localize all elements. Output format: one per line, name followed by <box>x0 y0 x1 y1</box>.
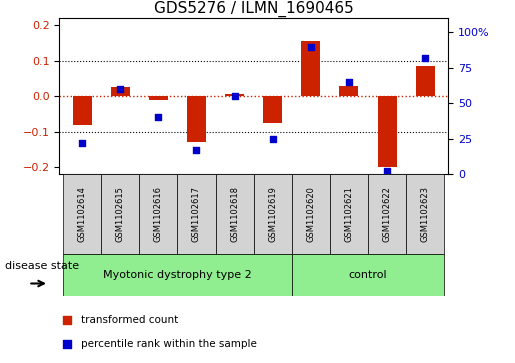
Text: GSM1102618: GSM1102618 <box>230 186 239 242</box>
Bar <box>301 41 320 96</box>
Text: GSM1102622: GSM1102622 <box>383 186 391 242</box>
Title: GDS5276 / ILMN_1690465: GDS5276 / ILMN_1690465 <box>154 1 353 17</box>
Point <box>269 136 277 142</box>
Bar <box>368 174 406 254</box>
Point <box>421 55 430 61</box>
Text: control: control <box>349 270 387 280</box>
Text: transformed count: transformed count <box>81 315 178 325</box>
Bar <box>63 174 101 254</box>
Text: disease state: disease state <box>5 261 79 271</box>
Text: GSM1102620: GSM1102620 <box>306 186 315 242</box>
Bar <box>139 174 177 254</box>
Bar <box>101 174 139 254</box>
Point <box>154 115 162 121</box>
Bar <box>215 174 253 254</box>
Bar <box>416 66 435 96</box>
Bar <box>377 96 397 167</box>
Bar <box>149 96 168 101</box>
Text: GSM1102623: GSM1102623 <box>421 186 430 242</box>
Point <box>192 147 200 153</box>
Text: Myotonic dystrophy type 2: Myotonic dystrophy type 2 <box>103 270 252 280</box>
Point <box>345 79 353 85</box>
Text: GSM1102621: GSM1102621 <box>345 186 353 242</box>
Bar <box>263 96 282 123</box>
Bar <box>253 174 292 254</box>
Bar <box>111 87 130 96</box>
Text: GSM1102616: GSM1102616 <box>154 186 163 242</box>
Bar <box>330 174 368 254</box>
Text: GSM1102615: GSM1102615 <box>116 186 125 242</box>
Bar <box>187 96 206 142</box>
Text: percentile rank within the sample: percentile rank within the sample <box>81 339 256 349</box>
Point <box>230 93 238 99</box>
Bar <box>406 174 444 254</box>
Text: GSM1102619: GSM1102619 <box>268 186 277 242</box>
Bar <box>225 94 244 96</box>
Bar <box>177 174 215 254</box>
Text: GSM1102614: GSM1102614 <box>78 186 87 242</box>
Text: GSM1102617: GSM1102617 <box>192 186 201 242</box>
Bar <box>63 254 292 296</box>
Point <box>78 140 86 146</box>
Point <box>320 8 329 13</box>
Point <box>320 222 329 228</box>
Point <box>383 168 391 174</box>
Bar <box>292 174 330 254</box>
Point <box>116 86 124 92</box>
Bar <box>292 254 444 296</box>
Bar <box>339 86 358 96</box>
Bar <box>73 96 92 125</box>
Point <box>307 44 315 49</box>
